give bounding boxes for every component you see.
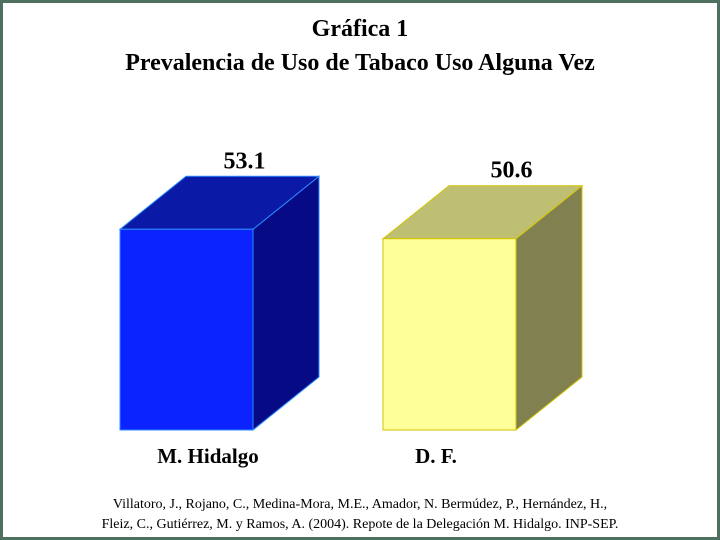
chart-subtitle: Prevalencia de Uso de Tabaco Uso Alguna … [125,50,595,76]
data-label-m-hidalgo: 53.1 [224,148,266,174]
category-label-m-hidalgo: M. Hidalgo [157,444,259,468]
category-label-d-f: D. F. [415,444,457,468]
bar-m-hidalgo [119,228,254,431]
chart-title: Gráfica 1 [311,16,409,42]
citation-line-1: Villatoro, J., Rojano, C., Medina-Mora, … [112,497,608,512]
data-label-d-f: 50.6 [491,158,533,184]
citation-line-2: Fleiz, C., Gutiérrez, M. y Ramos, A. (20… [101,517,619,532]
bar-d-f [382,238,517,431]
